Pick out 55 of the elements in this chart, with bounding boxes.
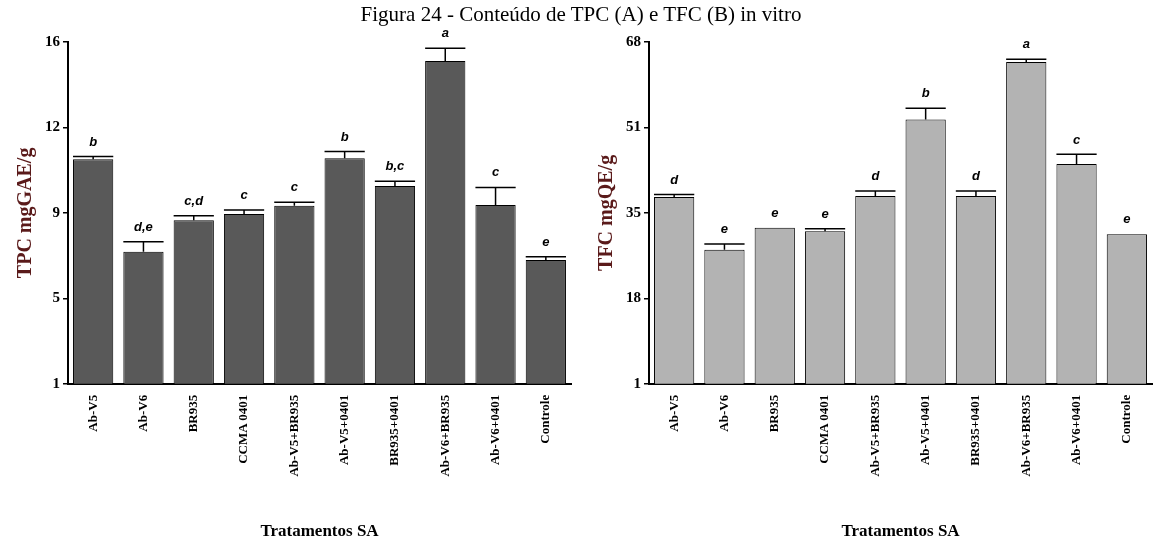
annotation: d,e (134, 218, 153, 234)
x-tick-label: Ab-V5+0401 (917, 394, 933, 466)
y-tick-label: 1 (52, 374, 60, 391)
annotation: e (1123, 211, 1131, 227)
x-tick-label: Ab-V6+0401 (486, 394, 502, 466)
x-tick-label: Ab-V5+BR935 (866, 394, 882, 477)
x-tick-label: Controle (537, 394, 553, 444)
x-tick-label: Ab-V5+0401 (336, 394, 352, 466)
annotation: b (89, 133, 98, 149)
x-tick-label: CCMA 0401 (816, 394, 832, 464)
y-tick-label: 68 (626, 32, 641, 49)
x-tick-label: Ab-V6+BR935 (436, 394, 452, 477)
x-tick-label: Ab-V6+0401 (1067, 394, 1083, 466)
annotation: a (441, 25, 449, 41)
annotation: c,d (184, 192, 205, 208)
x-tick-label: BR935 (766, 394, 782, 433)
x-tick-label: Controle (1118, 394, 1134, 444)
annotation: e (542, 233, 550, 249)
y-axis-title: TFC mgQE/g (594, 154, 618, 271)
x-tick-label: Ab-V5 (665, 394, 681, 432)
x-tick-label: BR935+0401 (967, 394, 983, 466)
annotation: c (290, 179, 299, 195)
annotation: d (670, 171, 680, 187)
annotation: e (720, 221, 729, 237)
y-tick-label: 12 (45, 118, 60, 135)
y-tick-label: 51 (626, 118, 641, 135)
x-tick-label: Ab-V6 (715, 394, 731, 432)
annotation: e (771, 204, 779, 220)
annotation: b,c (385, 158, 406, 174)
y-tick-label: 1 (633, 374, 641, 391)
x-tick-label: CCMA 0401 (235, 394, 251, 464)
chart-title: Figura 24 - Conteúdo de TPC (A) e TFC (B) in vitro (359, 2, 803, 27)
annotation: c (240, 187, 249, 203)
annotation: e (821, 205, 829, 221)
y-tick-label: 18 (626, 289, 641, 306)
y-axis-title: TPC mgGAE/g (13, 147, 37, 279)
x-tick-label: BR935 (185, 394, 201, 433)
annotation: b (340, 128, 349, 144)
annotation: c (491, 164, 500, 180)
annotation: c (1072, 131, 1081, 147)
annotation: b (921, 85, 930, 101)
x-tick-label: Ab-V5+BR935 (285, 394, 301, 477)
y-tick-label: 5 (52, 289, 60, 306)
x-axis-title: Tratamentos SA (841, 521, 961, 541)
x-tick-label: Ab-V6+BR935 (1017, 394, 1033, 477)
y-tick-label: 16 (45, 32, 61, 49)
annotation: d (971, 168, 981, 184)
annotation: a (1022, 36, 1030, 52)
x-axis-title: Tratamentos SA (260, 521, 380, 541)
y-tick-label: 9 (52, 203, 60, 220)
x-tick-label: Ab-V5 (84, 394, 100, 432)
x-tick-label: Ab-V6 (134, 394, 150, 432)
y-tick-label: 35 (626, 203, 641, 220)
annotation: d (871, 168, 881, 184)
x-tick-label: BR935+0401 (386, 394, 402, 466)
